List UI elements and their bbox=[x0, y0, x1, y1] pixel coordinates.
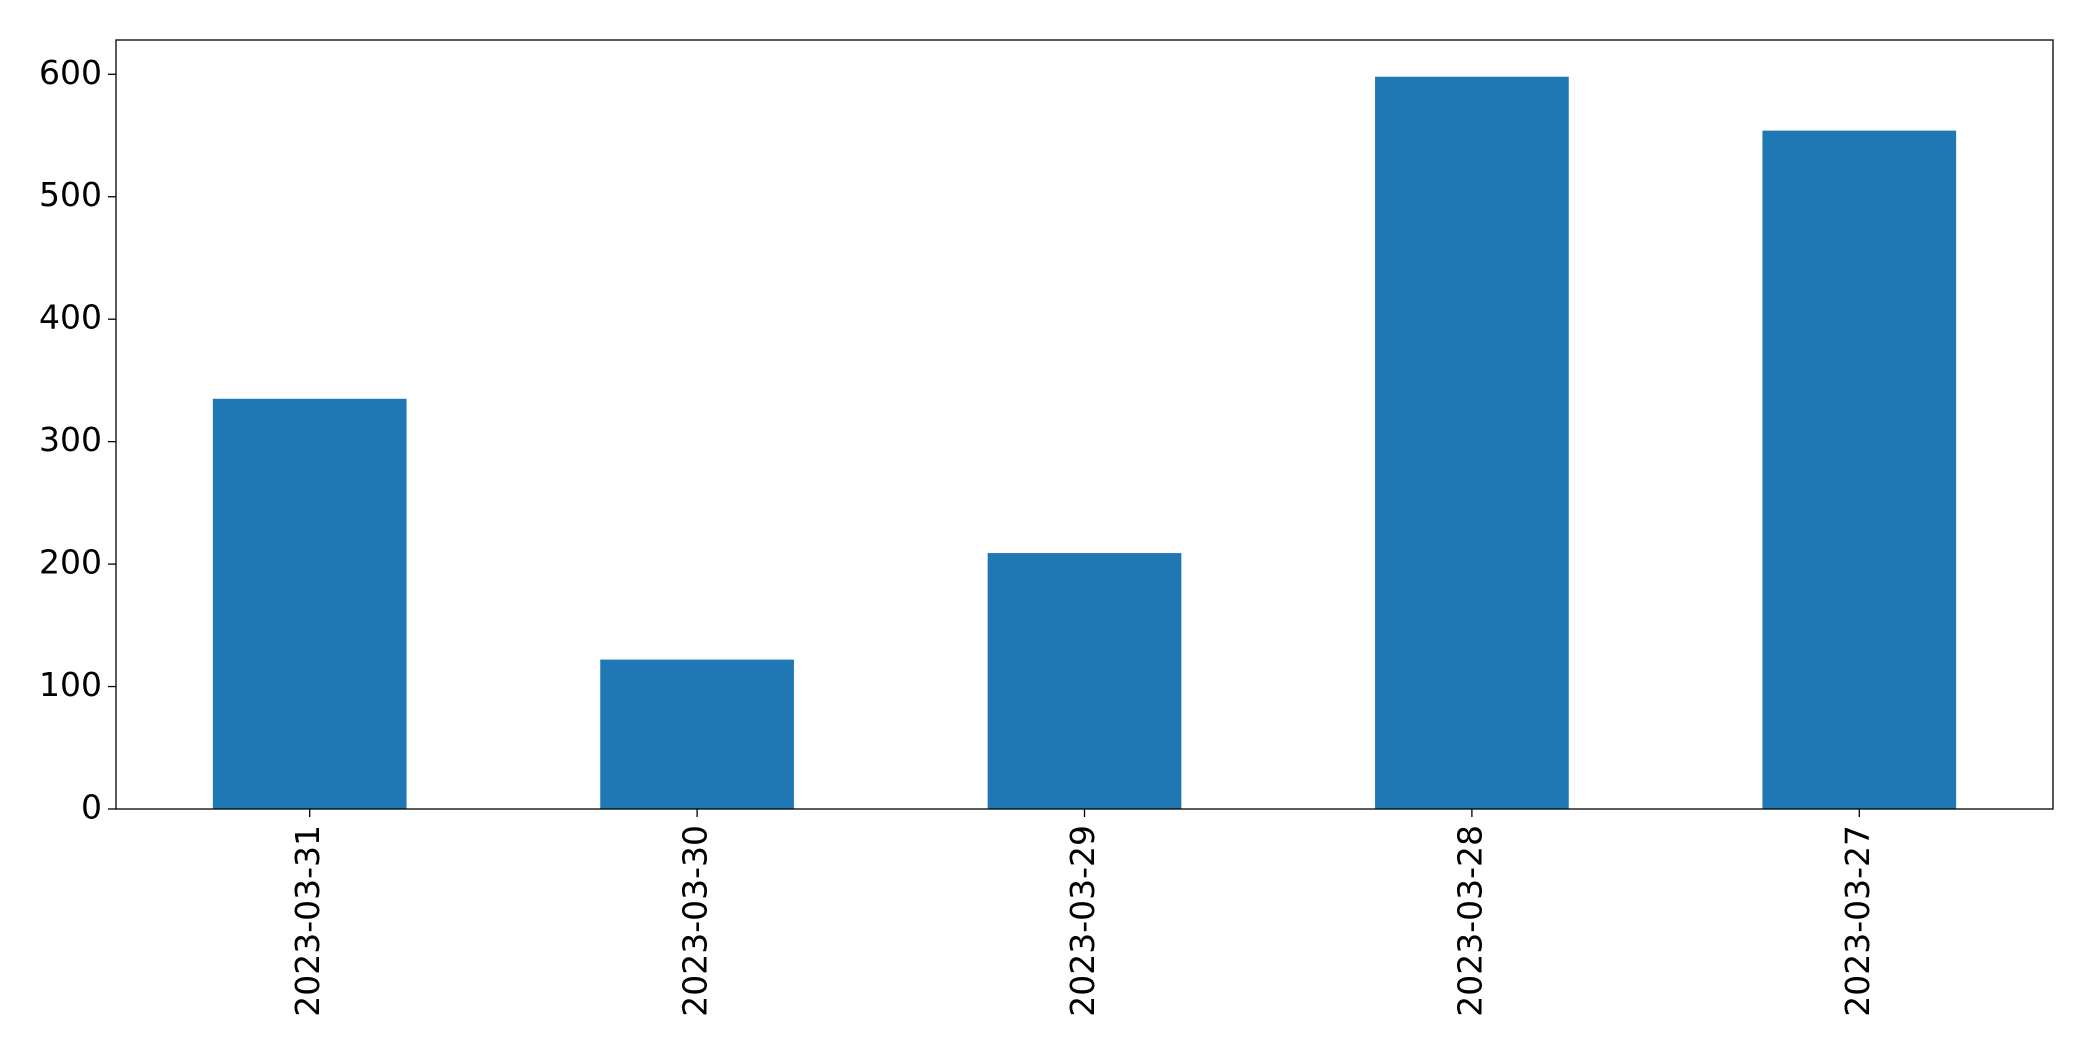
x-tick-label: 2023-03-29 bbox=[1063, 825, 1102, 1017]
y-tick-label: 400 bbox=[39, 298, 102, 337]
y-tick-label: 0 bbox=[81, 788, 102, 827]
x-tick-label: 2023-03-27 bbox=[1838, 825, 1877, 1017]
y-tick-label: 100 bbox=[39, 665, 102, 704]
y-tick-label: 300 bbox=[39, 420, 102, 459]
y-tick-label: 500 bbox=[39, 175, 102, 214]
x-tick-label: 2023-03-28 bbox=[1450, 825, 1489, 1017]
bar bbox=[212, 398, 407, 809]
x-tick-label: 2023-03-30 bbox=[676, 825, 715, 1017]
bar bbox=[987, 553, 1182, 809]
x-tick-label: 2023-03-31 bbox=[288, 825, 327, 1017]
bar bbox=[1762, 130, 1957, 810]
y-tick-label: 200 bbox=[39, 543, 102, 582]
y-tick-label: 600 bbox=[39, 53, 102, 92]
bar bbox=[1375, 76, 1569, 810]
plot-frame bbox=[115, 39, 2054, 810]
bar bbox=[600, 659, 794, 809]
